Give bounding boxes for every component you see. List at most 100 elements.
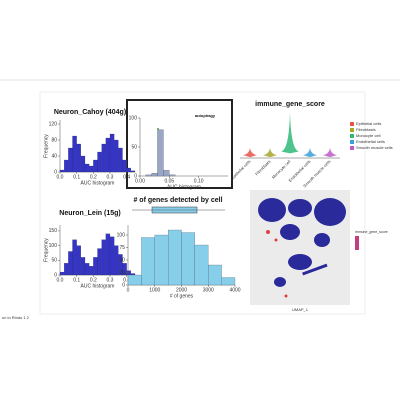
hist-bar xyxy=(154,234,169,286)
y-axis-label: Frequency xyxy=(43,134,49,158)
violin xyxy=(243,148,257,158)
chart-title: # of genes detected by cell xyxy=(133,197,222,204)
y-tick-label: 0 xyxy=(54,169,57,175)
y-tick-label: 150 xyxy=(49,228,58,234)
highlight-box xyxy=(126,99,233,189)
x-tick-label: 0.3 xyxy=(107,277,114,283)
violin xyxy=(281,112,299,154)
y-tick-label: 100 xyxy=(49,243,58,249)
hist-bar xyxy=(101,143,106,173)
hist-bar xyxy=(80,257,86,276)
footer: un in Rindu 1 2 xyxy=(2,315,30,320)
hist-bar xyxy=(64,263,69,276)
umap-x-label: UMAP_1 xyxy=(292,307,309,312)
hist-bar xyxy=(151,173,158,177)
hist-bar xyxy=(122,263,127,276)
legend-label: Fibroblasts xyxy=(356,127,376,132)
legend-label: Epithelial cells xyxy=(356,121,381,126)
hist-bar xyxy=(93,159,98,173)
y-tick-label: 0 xyxy=(54,272,57,278)
hist-bar xyxy=(109,133,115,173)
x-tick-label: 0.4 xyxy=(123,277,130,283)
x-tick-label: 2000 xyxy=(176,287,187,293)
hist-bar xyxy=(181,232,195,286)
hist-bar xyxy=(114,245,119,276)
hist-bar xyxy=(105,137,111,173)
chart-title: autophagy xyxy=(195,113,216,118)
y-tick-label: 50 xyxy=(119,257,125,263)
x-tick-label: 0.1 xyxy=(73,174,80,180)
hist-bar xyxy=(76,245,81,276)
hist-bar xyxy=(89,266,94,276)
x-tick-label: 0.05 xyxy=(164,178,174,184)
y-tick-label: 25 xyxy=(119,270,125,276)
hist-bar xyxy=(80,155,86,173)
y-tick-label: 50 xyxy=(51,258,57,264)
hist-bar xyxy=(157,129,164,177)
x-tick-label: 0.0 xyxy=(57,174,64,180)
hist-bar xyxy=(126,270,131,276)
hist-bar xyxy=(84,163,90,173)
hist-bar xyxy=(72,239,77,276)
x-tick-label: 0.3 xyxy=(107,174,114,180)
hist-bar xyxy=(168,229,182,286)
umap-hot-cells xyxy=(266,230,288,298)
umap-legend-ramp xyxy=(355,236,359,250)
hist-bar xyxy=(208,264,222,286)
x-tick-label: 4000 xyxy=(229,287,240,293)
y-tick-label: 100 xyxy=(129,115,138,121)
hist-bar xyxy=(59,169,65,173)
hist-bar xyxy=(97,151,102,173)
hist-bar xyxy=(68,147,73,173)
chart-title: Neuron_Lein (15g) xyxy=(59,210,120,217)
umap-legend-title: immune_gene_score xyxy=(355,230,388,234)
legend-swatch xyxy=(350,128,354,132)
hist-bar xyxy=(84,263,90,276)
x-tick-label: 0.0 xyxy=(57,277,64,283)
y-tick-label: 100 xyxy=(117,232,126,238)
x-tick-label: 0.2 xyxy=(90,277,97,283)
hist-bar xyxy=(101,239,106,276)
violin xyxy=(263,148,277,158)
chart-title: immune_gene_score xyxy=(255,101,325,108)
hist-bar xyxy=(93,257,98,276)
x-axis-label: AUC histogram xyxy=(167,184,201,190)
hist-bar xyxy=(130,170,136,173)
hist-bar xyxy=(64,159,69,173)
y-tick-label: 120 xyxy=(49,121,58,127)
y-tick-label: 50 xyxy=(131,144,137,150)
y-tick-label: 75 xyxy=(119,245,125,251)
legend-swatch xyxy=(350,122,354,126)
x-axis-label: AUC histogram xyxy=(81,283,115,289)
hist-bar xyxy=(109,236,115,276)
x-tick-label: 0.00 xyxy=(135,178,145,184)
x-tick-label: 0.4 xyxy=(123,174,130,180)
hist-bar xyxy=(89,165,94,173)
hist-bar xyxy=(105,233,111,276)
hist-bar xyxy=(59,271,65,276)
hist-bar xyxy=(76,143,81,173)
hist-bar xyxy=(68,251,73,276)
hist-bar xyxy=(118,147,123,173)
hist-bar xyxy=(221,277,236,286)
hist-bar xyxy=(127,274,142,286)
hist-bar xyxy=(194,244,209,286)
violin xyxy=(303,148,317,158)
x-tick-label: 0.2 xyxy=(90,174,97,180)
hist-bar xyxy=(97,248,102,276)
umap-clusters xyxy=(258,198,346,287)
y-tick-label: 40 xyxy=(51,153,57,159)
hist-bar xyxy=(114,139,119,173)
hist-bar xyxy=(130,273,136,276)
chart-title: Neuron_Cahoy (404g) xyxy=(54,109,126,116)
y-tick-label: 0 xyxy=(122,282,125,288)
x-axis-label: # of genes xyxy=(170,293,194,299)
legend-swatch xyxy=(350,140,354,144)
legend-swatch xyxy=(350,134,354,138)
hist-bar xyxy=(126,167,131,173)
hist-bar xyxy=(169,174,176,177)
x-tick-label: 1000 xyxy=(149,287,160,293)
y-tick-label: 80 xyxy=(51,137,57,143)
hist-bar xyxy=(145,174,152,177)
